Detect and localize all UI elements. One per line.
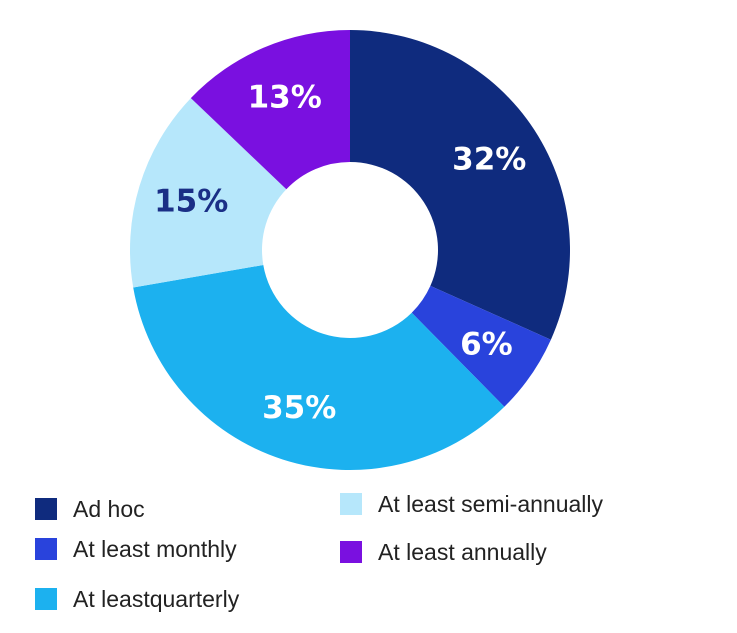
legend-label-at-least-annually: At least annually	[378, 538, 547, 565]
legend-item-at-least-quarterly: At leastquarterly	[35, 584, 239, 614]
legend-swatch-at-least-semi-annually	[340, 493, 362, 515]
slice-label-at-least-monthly: 6%	[460, 327, 513, 363]
donut-chart: 32% 6% 35% 15% 13%	[130, 30, 570, 470]
legend-label-at-least-quarterly: At leastquarterly	[73, 585, 240, 612]
legend-swatch-at-least-quarterly	[35, 588, 57, 610]
legend-label-at-least-semi-annually: At least semi-annually	[378, 490, 603, 517]
slice-labels: 32% 6% 35% 15% 13%	[154, 79, 526, 426]
legend-label-at-least-monthly: At least monthly	[73, 535, 237, 562]
legend-item-at-least-monthly: At least monthly	[35, 534, 237, 564]
slice-at-least-semi-annually	[130, 98, 287, 288]
donut-slices	[130, 30, 570, 470]
slice-ad-hoc	[350, 30, 570, 340]
legend-swatch-at-least-annually	[340, 541, 362, 563]
legend-label-ad-hoc: Ad hoc	[73, 495, 145, 522]
slice-label-ad-hoc: 32%	[452, 142, 526, 178]
slice-at-least-annually	[190, 30, 350, 190]
slice-at-leastquarterly	[133, 264, 505, 470]
legend-item-at-least-annually: At least annually	[340, 537, 547, 567]
slice-label-at-least-semi-annually: 15%	[154, 184, 228, 220]
legend-swatch-at-least-monthly	[35, 538, 57, 560]
slice-label-at-leastquarterly: 35%	[262, 390, 336, 426]
legend-item-ad-hoc: Ad hoc	[35, 494, 145, 524]
legend-swatch-ad-hoc	[35, 498, 57, 520]
slice-at-least-monthly	[411, 285, 551, 407]
slice-label-at-least-annually: 13%	[248, 79, 322, 115]
legend-item-at-least-semi-annually: At least semi-annually	[340, 489, 603, 519]
